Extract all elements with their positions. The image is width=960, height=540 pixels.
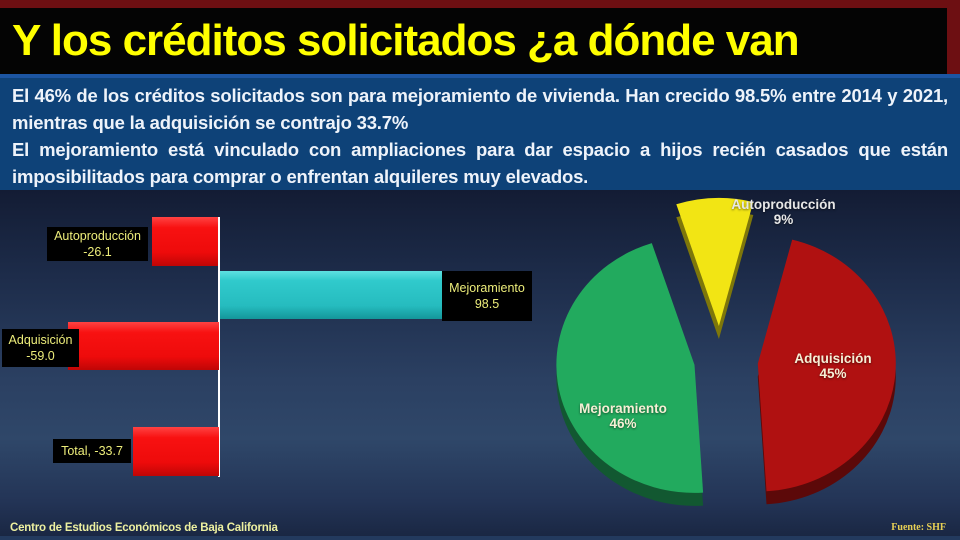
pie-label-name: Adquisición [794, 351, 872, 366]
bottom-border [0, 536, 960, 540]
pie-label-name: Autoproducción [731, 197, 836, 212]
bar-label-total: Total, -33.7 [53, 439, 131, 463]
summary-panel: El 46% de los créditos solicitados son p… [0, 78, 960, 190]
title-bar: Y los créditos solicitados ¿a dónde van [0, 8, 960, 74]
bar-label-line: -59.0 [26, 349, 55, 363]
bar-label-adquisicion: Adquisición -59.0 [2, 329, 79, 367]
bar-label-line: Adquisición [8, 333, 73, 347]
bar-autoproduccion [152, 217, 218, 266]
summary-paragraph-1: El 46% de los créditos solicitados son p… [12, 85, 948, 133]
pie-label-adquisicion: Adquisición 45% [763, 351, 903, 381]
bar-adquisicion [68, 322, 219, 370]
pie-label-name: Mejoramiento [579, 401, 667, 416]
pie-slice-mejoramiento [556, 243, 704, 493]
divider-line [0, 74, 960, 78]
bar-label-autoproduccion: Autoproducción -26.1 [47, 227, 148, 261]
bar-label-line: 98.5 [474, 297, 500, 311]
summary-paragraph-2: El mejoramiento está vinculado con ampli… [12, 139, 948, 187]
pie-label-percent: 45% [819, 366, 847, 381]
pie-label-percent: 46% [609, 416, 637, 431]
bar-label-line: Autoproducción [54, 229, 141, 243]
pie-slice-adquisicion [757, 239, 896, 492]
footer-source: Fuente: SHF [891, 522, 946, 533]
pie-label-mejoramiento: Mejoramiento 46% [552, 401, 694, 431]
slide-title: Y los créditos solicitados ¿a dónde van [12, 16, 800, 65]
bar-label-mejoramiento: Mejoramiento 98.5 [442, 271, 532, 321]
bar-label-line: Total, -33.7 [61, 444, 123, 458]
bar-chart-zero-axis [218, 217, 220, 477]
bar-total [133, 427, 219, 476]
footer-credit: Centro de Estudios Económicos de Baja Ca… [10, 522, 278, 534]
pie-label-autoproduccion: Autoproducción 9% [701, 197, 866, 227]
top-border [0, 0, 960, 8]
bar-label-line: Mejoramiento [449, 281, 525, 295]
title-right-border [947, 0, 960, 74]
bar-label-line: -26.1 [83, 245, 112, 259]
pie-label-percent: 9% [773, 212, 794, 227]
pie-slice-autoproduccion [676, 197, 754, 326]
bar-mejoramiento [220, 271, 442, 319]
